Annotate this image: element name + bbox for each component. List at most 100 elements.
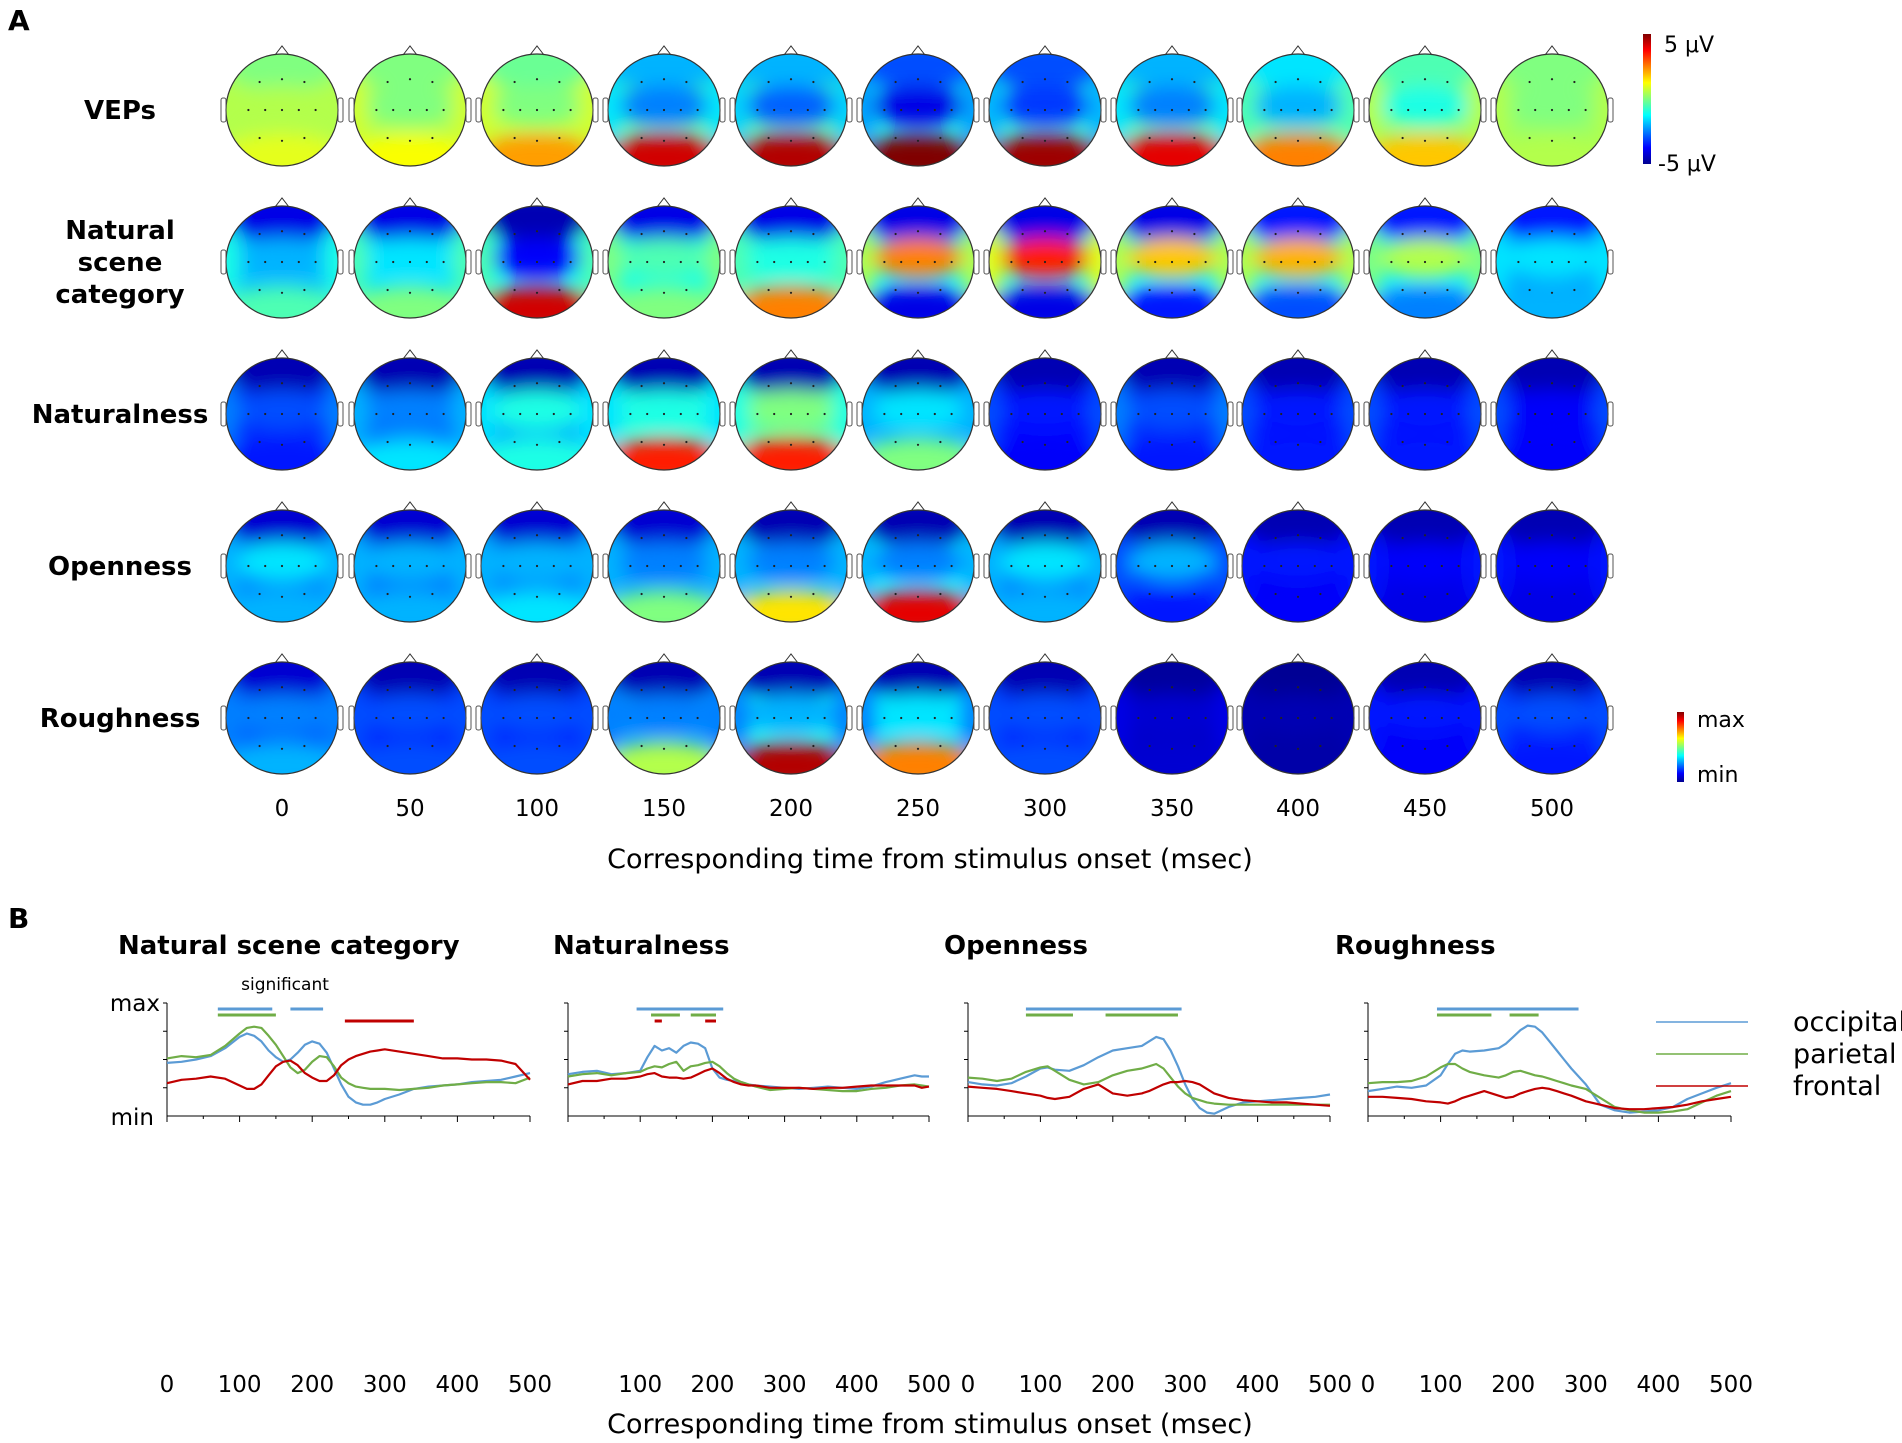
topomap-head bbox=[1363, 653, 1487, 775]
topomap-head bbox=[348, 197, 472, 319]
topomap-head bbox=[1363, 197, 1487, 319]
colorbar-relative-top: max bbox=[1697, 708, 1745, 733]
topomap-head bbox=[475, 349, 599, 471]
topomap-head bbox=[856, 45, 980, 167]
series-line-parietal bbox=[967, 1062, 1330, 1106]
topomap-head bbox=[983, 197, 1107, 319]
series-line-occipital bbox=[166, 1032, 531, 1106]
topomap-head bbox=[220, 501, 344, 623]
line-chart: Natural scene category 0 100 200 300 400 500 ma… bbox=[110, 931, 552, 1398]
topomap-head bbox=[475, 45, 599, 167]
x-tick-label: 0 bbox=[1361, 1372, 1376, 1398]
topomap-head bbox=[602, 653, 726, 775]
row-label: Roughness bbox=[40, 704, 201, 734]
time-tick-label: 150 bbox=[642, 796, 686, 822]
topomap-head bbox=[1363, 45, 1487, 167]
topomap-head bbox=[1236, 197, 1360, 319]
topomap-grid bbox=[220, 45, 1614, 775]
topomap-head bbox=[220, 349, 344, 471]
x-tick-label: 500 bbox=[907, 1372, 951, 1398]
significant-label: significant bbox=[241, 975, 329, 995]
series-line-occipital bbox=[567, 1041, 929, 1090]
colorbar-voltage: 5 μV -5 μV bbox=[1643, 33, 1716, 177]
x-tick-label: 500 bbox=[1308, 1372, 1352, 1398]
line-charts: Natural scene category 0 100 200 300 400 500 ma… bbox=[110, 931, 1753, 1398]
topomap-head bbox=[348, 501, 472, 623]
topomap-head bbox=[856, 349, 980, 471]
x-tick-label: 500 bbox=[508, 1372, 552, 1398]
x-tick-label: 100 bbox=[1419, 1372, 1463, 1398]
series-line-parietal bbox=[567, 1060, 930, 1093]
panel-b-xlabel: Corresponding time from stimulus onset (… bbox=[607, 1409, 1253, 1440]
x-tick-label: 500 bbox=[1709, 1372, 1753, 1398]
time-tick-label: 450 bbox=[1403, 796, 1447, 822]
series-line-frontal bbox=[1368, 1086, 1732, 1111]
topomap-head bbox=[348, 653, 472, 775]
chart-title: Roughness bbox=[1335, 931, 1496, 961]
topomap-head bbox=[1110, 197, 1234, 319]
row-label: VEPs bbox=[84, 96, 156, 126]
topomap-head bbox=[856, 501, 980, 623]
topomap-head bbox=[1363, 501, 1487, 623]
colorbar-voltage-bottom: -5 μV bbox=[1658, 152, 1716, 177]
x-tick-label: 300 bbox=[1163, 1372, 1207, 1398]
x-tick-label: 400 bbox=[1636, 1372, 1680, 1398]
panel-b-letter: B bbox=[8, 902, 29, 935]
series-line-parietal bbox=[166, 1025, 531, 1092]
x-tick-label: 400 bbox=[1236, 1372, 1280, 1398]
series-line-frontal bbox=[967, 1079, 1331, 1107]
topomap-head bbox=[1110, 349, 1234, 471]
time-tick-label: 200 bbox=[769, 796, 813, 822]
topomap-head bbox=[983, 45, 1107, 167]
x-tick-label: 200 bbox=[1491, 1372, 1535, 1398]
chart-title: Openness bbox=[944, 931, 1088, 961]
colorbar-voltage-gradient bbox=[1643, 34, 1651, 164]
time-ticks: 0 50 100 150 200 250 300 350 400 450 500 bbox=[275, 796, 1574, 822]
topomap-head bbox=[602, 349, 726, 471]
topomap-head bbox=[983, 501, 1107, 623]
topomap-head bbox=[729, 349, 853, 471]
row-labels: VEPs Natural scene category Naturalness Openn… bbox=[32, 96, 209, 734]
topomap-head bbox=[475, 197, 599, 319]
row-label: Naturalness bbox=[32, 400, 209, 430]
series-line-frontal bbox=[567, 1067, 930, 1090]
x-tick-label: 400 bbox=[435, 1372, 479, 1398]
x-tick-label: 300 bbox=[363, 1372, 407, 1398]
topomap-head bbox=[856, 653, 980, 775]
time-tick-label: 300 bbox=[1023, 796, 1067, 822]
row-label: Openness bbox=[48, 552, 192, 582]
topomap-head bbox=[348, 349, 472, 471]
topomap-head bbox=[1363, 349, 1487, 471]
y-label-min: min bbox=[111, 1105, 154, 1131]
x-tick-label: 300 bbox=[763, 1372, 807, 1398]
panel-a-letter: A bbox=[8, 4, 30, 37]
x-tick-label: 0 bbox=[160, 1372, 175, 1398]
topomap-head bbox=[1236, 501, 1360, 623]
colorbar-relative-bottom: min bbox=[1697, 763, 1739, 788]
topomap-head bbox=[729, 653, 853, 775]
series-line-occipital bbox=[1367, 1024, 1732, 1114]
line-chart: Naturalness 100 200 300 400 500 bbox=[553, 931, 951, 1398]
line-chart: Openness 0 100 200 300 400 500 bbox=[944, 931, 1352, 1398]
x-tick-label: 100 bbox=[618, 1372, 662, 1398]
x-tick-label: 200 bbox=[1091, 1372, 1135, 1398]
x-tick-label: 0 bbox=[961, 1372, 976, 1398]
x-tick-label: 400 bbox=[835, 1372, 879, 1398]
topomap-head bbox=[729, 45, 853, 167]
topomap-head bbox=[983, 349, 1107, 471]
topomap-head bbox=[602, 197, 726, 319]
line-chart: Roughness 0 100 200 300 400 500 bbox=[1335, 931, 1753, 1398]
x-tick-label: 100 bbox=[1018, 1372, 1062, 1398]
chart-title: Naturalness bbox=[553, 931, 730, 961]
time-tick-label: 0 bbox=[275, 796, 290, 822]
x-tick-label: 200 bbox=[290, 1372, 334, 1398]
topomap-head bbox=[220, 653, 344, 775]
time-tick-label: 50 bbox=[395, 796, 424, 822]
topomap-head bbox=[220, 45, 344, 167]
topomap-head bbox=[220, 197, 344, 319]
time-tick-label: 500 bbox=[1530, 796, 1574, 822]
topomap-head bbox=[1236, 653, 1360, 775]
topomap-head bbox=[1110, 501, 1234, 623]
topomap-head bbox=[1490, 197, 1614, 319]
